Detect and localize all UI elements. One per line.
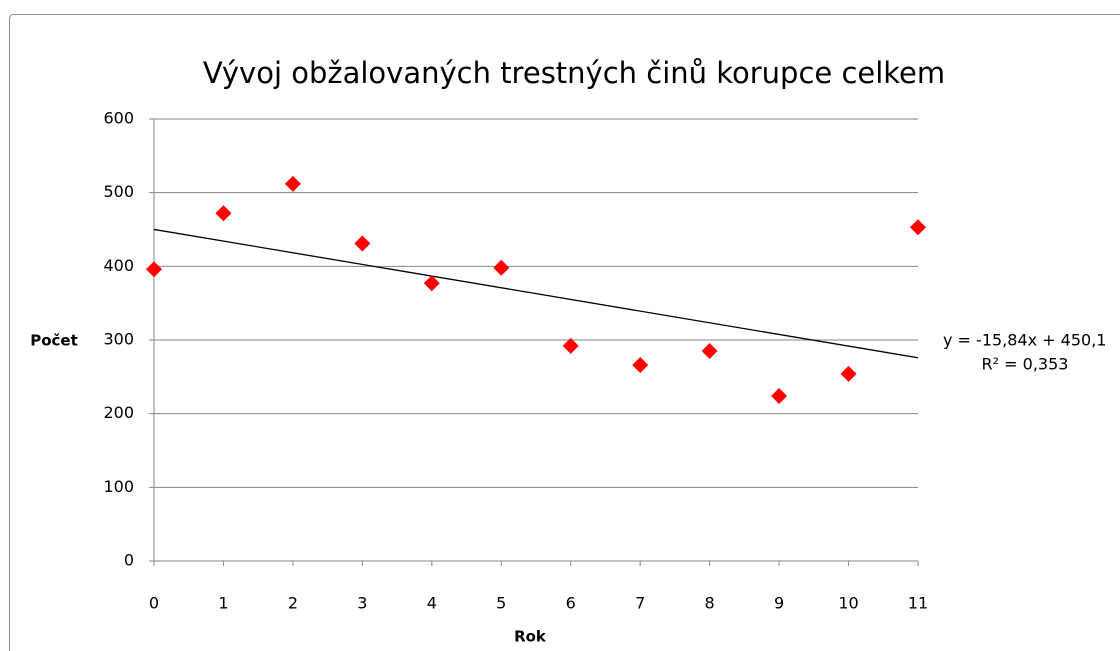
y-tick-label: 500: [103, 182, 134, 201]
marker: [840, 365, 857, 382]
marker: [771, 387, 788, 404]
x-tick-label: 7: [635, 594, 645, 613]
y-tick-label: 100: [103, 477, 134, 496]
x-tick-label: 2: [288, 594, 298, 613]
x-tick-label: 6: [566, 594, 576, 613]
y-tick-label: 400: [103, 256, 134, 275]
marker: [632, 357, 649, 374]
y-axis-label: Počet: [30, 332, 78, 350]
x-tick-label: 0: [149, 594, 159, 613]
marker: [562, 337, 579, 354]
chart-frame: [9, 14, 1120, 651]
x-tick-label: 1: [218, 594, 228, 613]
x-tick-label: 5: [496, 594, 506, 613]
x-tick-label: 3: [357, 594, 367, 613]
marker: [354, 235, 371, 252]
x-tick-label: 11: [908, 594, 928, 613]
marker: [493, 259, 510, 276]
marker: [910, 219, 926, 236]
x-tick-label: 10: [838, 594, 858, 613]
y-tick-label: 200: [103, 403, 134, 422]
chart-title: Vývoj obžalovaných trestných činů korupc…: [203, 56, 945, 90]
marker: [146, 261, 162, 278]
marker: [701, 343, 718, 360]
x-tick-label: 4: [427, 594, 437, 613]
trendline-equation: y = -15,84x + 450,1: [943, 331, 1106, 350]
x-tick-label: 9: [774, 594, 784, 613]
trendline-r-squared: R² = 0,353: [982, 355, 1069, 374]
y-tick-label: 0: [124, 551, 134, 570]
y-tick-label: 600: [103, 109, 134, 128]
x-tick-label: 8: [705, 594, 715, 613]
x-axis-label: Rok: [514, 628, 547, 646]
marker: [284, 175, 301, 192]
y-tick-label: 300: [103, 330, 134, 349]
marker: [215, 205, 232, 222]
trendline: [153, 228, 919, 359]
marker: [423, 275, 440, 292]
